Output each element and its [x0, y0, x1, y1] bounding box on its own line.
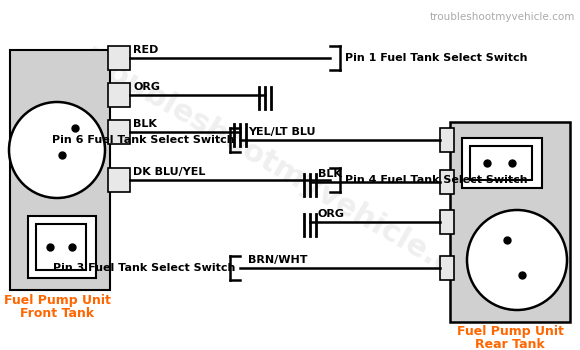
Bar — [36, 224, 86, 270]
Text: Pin 1 Fuel Tank Select Switch: Pin 1 Fuel Tank Select Switch — [345, 53, 527, 63]
Text: RED: RED — [133, 45, 158, 55]
Text: BLK: BLK — [318, 169, 342, 179]
Bar — [440, 170, 454, 194]
Text: troubleshootmyvehicle.com: troubleshootmyvehicle.com — [76, 43, 504, 307]
Text: troubleshootmyvehicle.com: troubleshootmyvehicle.com — [430, 12, 575, 22]
Bar — [108, 46, 130, 70]
Text: ORG: ORG — [318, 209, 345, 219]
Text: BLK: BLK — [133, 119, 157, 129]
Circle shape — [9, 102, 105, 198]
Text: BRN/WHT: BRN/WHT — [248, 255, 307, 265]
Text: Rear Tank: Rear Tank — [475, 338, 545, 350]
Text: Pin 3 Fuel Tank Select Switch: Pin 3 Fuel Tank Select Switch — [53, 263, 235, 273]
Bar — [450, 122, 570, 322]
Bar — [108, 83, 130, 107]
Text: Fuel Pump Unit: Fuel Pump Unit — [3, 294, 110, 307]
Text: Pin 6 Fuel Tank Select Switch: Pin 6 Fuel Tank Select Switch — [52, 135, 235, 145]
Bar — [28, 216, 96, 278]
Text: ORG: ORG — [133, 82, 160, 92]
Text: Front Tank: Front Tank — [20, 307, 94, 320]
Text: DK BLU/YEL: DK BLU/YEL — [133, 167, 205, 177]
Circle shape — [467, 210, 567, 310]
Bar — [440, 210, 454, 234]
Bar — [440, 128, 454, 152]
Bar — [440, 256, 454, 280]
Text: Fuel Pump Unit: Fuel Pump Unit — [456, 325, 563, 338]
Bar — [10, 50, 110, 290]
Bar — [108, 120, 130, 144]
Text: YEL/LT BLU: YEL/LT BLU — [248, 127, 316, 137]
Bar — [108, 168, 130, 192]
Bar — [462, 138, 542, 188]
Bar — [470, 146, 532, 180]
Text: Pin 4 Fuel Tank Select Switch: Pin 4 Fuel Tank Select Switch — [345, 175, 528, 185]
